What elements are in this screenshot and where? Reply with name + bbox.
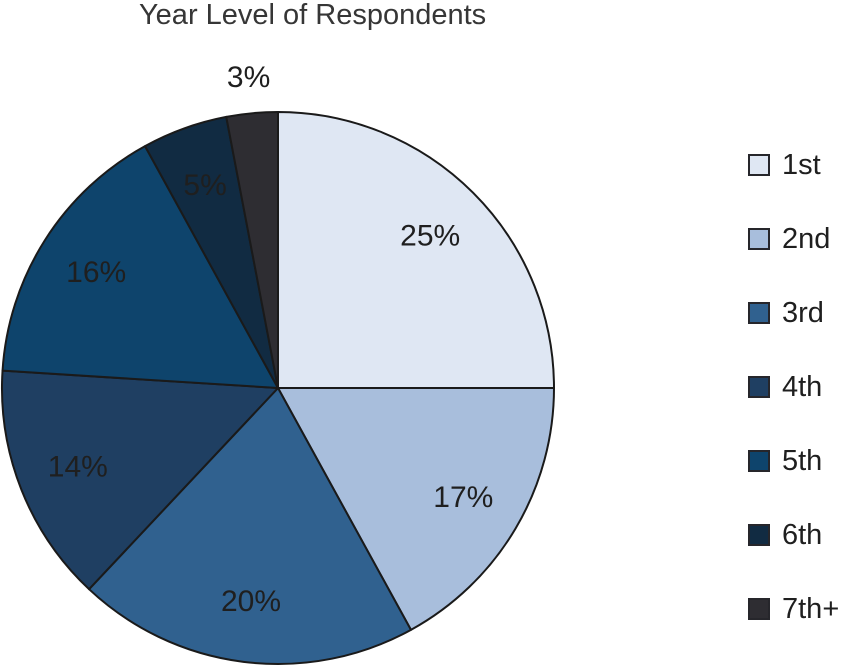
slice-value-label-4th: 14%: [48, 451, 108, 484]
slice-value-label-6th: 5%: [183, 169, 226, 202]
legend-swatch-1st: [748, 154, 770, 176]
slice-value-label-2nd: 17%: [433, 481, 493, 514]
legend-item-5th: 5th: [748, 444, 839, 478]
legend-label-2nd: 2nd: [782, 223, 831, 255]
legend-swatch-5th: [748, 450, 770, 472]
legend-label-5th: 5th: [782, 445, 823, 477]
legend-swatch-6th: [748, 524, 770, 546]
pie-slice-5th: [1, 145, 279, 389]
legend: 1st 2nd 3rd 4th 5th 6th 7th+: [748, 148, 839, 626]
pie-slice-7th-plus: [225, 111, 279, 389]
legend-swatch-2nd: [748, 228, 770, 250]
slice-value-label-5th: 16%: [66, 256, 126, 289]
legend-item-4th: 4th: [748, 370, 839, 404]
legend-swatch-4th: [748, 376, 770, 398]
pie-slice-3rd: [88, 387, 412, 665]
pie-slice-1st: [277, 111, 555, 389]
legend-swatch-7th-plus: [748, 598, 770, 620]
legend-swatch-3rd: [748, 302, 770, 324]
slice-value-label-1st: 25%: [400, 219, 460, 252]
legend-item-3rd: 3rd: [748, 296, 839, 330]
legend-item-1st: 1st: [748, 148, 839, 182]
legend-label-4th: 4th: [782, 371, 823, 403]
legend-item-7th-plus: 7th+: [748, 592, 839, 626]
legend-item-2nd: 2nd: [748, 222, 839, 256]
legend-label-3rd: 3rd: [782, 297, 824, 329]
pie-slice-4th: [1, 369, 279, 591]
legend-label-1st: 1st: [782, 149, 821, 181]
legend-label-7th-plus: 7th+: [782, 593, 840, 625]
slice-value-label-7th-plus: 3%: [227, 61, 270, 94]
legend-label-6th: 6th: [782, 519, 823, 551]
legend-item-6th: 6th: [748, 518, 839, 552]
pie-slice-2nd: [277, 387, 555, 631]
chart-title: Year Level of Respondents: [139, 0, 487, 31]
slice-value-label-3rd: 20%: [221, 585, 281, 618]
